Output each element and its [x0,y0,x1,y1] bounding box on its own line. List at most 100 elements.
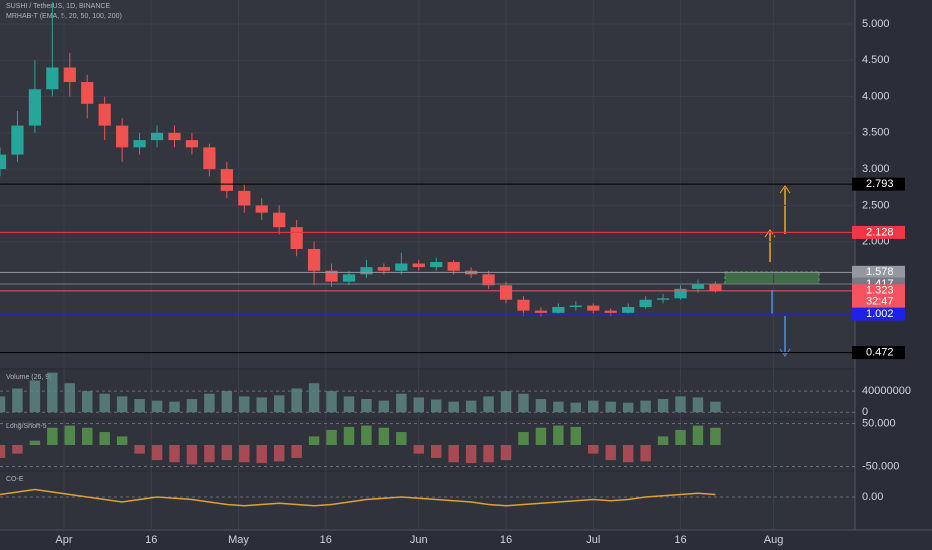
bar [553,401,564,413]
bar [256,397,267,413]
bar [12,388,23,413]
candle-body [430,262,443,268]
candle-body [150,132,164,141]
candle-body [168,132,181,141]
bar [29,380,41,413]
bar [448,445,459,463]
candle-body [639,299,652,308]
arrow-head [779,348,791,357]
candle-body [604,310,617,313]
candle-body [499,285,513,300]
y-tick-label: 50.000 [862,417,896,429]
bar [622,402,634,413]
bar [291,445,302,458]
y-tick-label: -50.000 [862,460,899,472]
bar [518,393,529,413]
bar [570,426,582,445]
bar [535,399,547,413]
level-label: 2.793 [866,178,894,190]
candle-body [622,307,635,313]
candle-body [569,305,582,308]
bar [151,400,163,413]
bar [256,445,267,464]
bar [588,445,599,454]
x-tick-label: Jun [410,534,428,546]
candle-body [116,125,129,148]
candle-body [203,147,216,170]
bar [239,445,250,463]
candle-body [447,262,460,271]
bar [588,400,599,413]
candle-body [185,140,199,148]
bar [82,391,93,413]
oscillator-title: Long/Short-5 [6,423,47,430]
bar [308,383,320,413]
indicator-line [0,488,716,507]
bar [134,399,145,413]
bar [465,400,477,413]
candle-body [220,169,233,191]
bar [500,391,512,413]
bar [291,388,302,413]
bar [413,445,425,454]
bar [500,445,512,461]
level-label: 1.578 [866,266,894,278]
bar [99,432,110,445]
bar [465,445,477,464]
candle-body [534,310,548,313]
y-tick-label: 0 [862,406,868,418]
bar [273,395,285,413]
volume-pane [0,370,855,418]
bar [413,397,425,413]
y-tick-label: 3.500 [862,127,890,139]
bar [169,445,180,463]
bar [82,427,93,445]
bar [640,445,651,462]
candle-body [360,267,373,275]
candle-body [709,283,722,291]
level-label: 1.323 [866,285,894,297]
bar [343,426,355,445]
x-tick-label: 16 [674,534,686,546]
candle-body [133,140,146,148]
candle-body [255,205,268,213]
bar [326,429,337,445]
bar [239,396,250,413]
bar [430,445,442,458]
candle-body [517,299,530,311]
level-label: 0.472 [866,347,894,359]
co-pane [0,472,855,530]
arrow-head [779,185,791,194]
bar [29,440,41,445]
bar [134,445,145,454]
bar [221,445,233,461]
target-zone [724,271,820,285]
level-label-box [852,265,905,279]
x-tick-label: Aug [764,534,784,546]
candle-body [11,125,24,155]
bar [710,401,721,413]
bar [710,427,721,445]
candle-body [674,288,687,299]
bar [0,445,6,458]
bar [657,399,669,413]
bar [378,427,390,445]
candle-body [28,89,42,126]
bar [47,372,58,413]
level-label-box [852,177,905,191]
countdown-label: 32:47 [866,296,894,308]
level-label-box [852,346,905,360]
bar [151,445,163,461]
y-tick-label: 2.500 [862,199,890,211]
x-tick-label: Apr [55,534,72,546]
candle-body [63,67,76,83]
candle-body [552,307,565,313]
x-tick-label: 16 [320,534,332,546]
candle-body [412,263,425,268]
bar [396,432,407,445]
bar [186,399,198,413]
y-tick-label: 0.00 [862,491,883,503]
bar [186,445,198,465]
